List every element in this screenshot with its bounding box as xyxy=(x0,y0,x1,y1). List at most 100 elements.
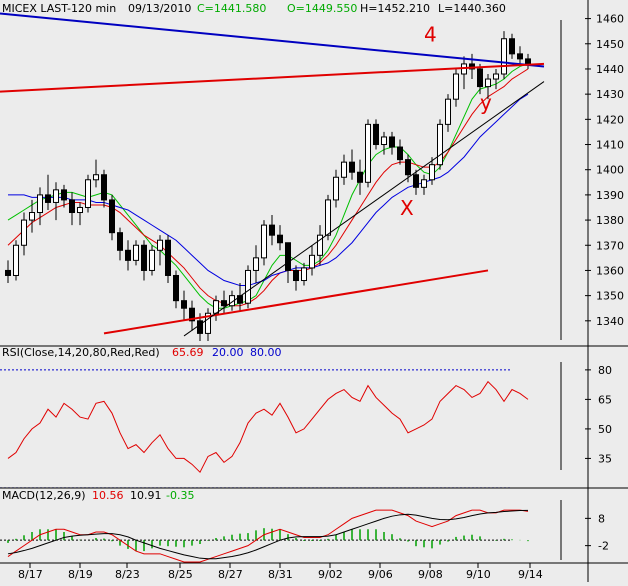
candle-body xyxy=(213,300,219,314)
x-tick-label: 9/10 xyxy=(466,568,491,581)
candle-body xyxy=(309,254,315,269)
candle-body xyxy=(445,98,451,125)
candle-body xyxy=(429,164,435,181)
candle-body xyxy=(285,242,291,271)
macd-hist: -0.35 xyxy=(166,489,194,502)
rsi-tick-label: 65 xyxy=(598,393,612,406)
candle-body xyxy=(85,179,91,208)
x-tick-label: 8/25 xyxy=(168,568,193,581)
candle-body xyxy=(45,194,51,203)
price-tick-label: 1360 xyxy=(596,264,624,277)
candle-body xyxy=(405,159,411,176)
header-high: H=1452.210 xyxy=(360,2,430,15)
candle-body xyxy=(333,176,339,201)
candle-body xyxy=(13,244,19,276)
x-tick-label: 8/23 xyxy=(115,568,140,581)
trendline-2 xyxy=(0,62,545,93)
candle-body xyxy=(5,269,11,276)
candle-body xyxy=(317,234,323,256)
x-tick-label: 8/31 xyxy=(268,568,293,581)
price-tick-label: 1350 xyxy=(596,290,624,303)
candle-body xyxy=(469,63,475,70)
candle-body xyxy=(197,320,203,334)
candle-body xyxy=(29,212,35,221)
x-tick-label: 8/19 xyxy=(68,568,93,581)
rsi-value: 65.69 xyxy=(172,346,204,359)
candle-body xyxy=(133,244,139,261)
price-tick-label: 1410 xyxy=(596,139,624,152)
price-tick-label: 1380 xyxy=(596,214,624,227)
candle-body xyxy=(253,257,259,271)
header-low: L=1440.360 xyxy=(438,2,506,15)
candle-body xyxy=(365,123,371,183)
price-tick-label: 1450 xyxy=(596,38,624,51)
candle-body xyxy=(149,249,155,271)
candle-body xyxy=(173,274,179,302)
candle-body xyxy=(437,123,443,166)
candle-body xyxy=(293,269,299,282)
price-tick-label: 1420 xyxy=(596,113,624,126)
candle-body xyxy=(525,58,531,65)
x-tick-label: 8/17 xyxy=(18,568,43,581)
annotation-label: y xyxy=(480,90,492,114)
macd-value: 10.56 xyxy=(92,489,124,502)
trendline-1 xyxy=(0,12,545,68)
x-tick-label: 9/08 xyxy=(418,568,443,581)
header-date: 09/13/2010 xyxy=(128,2,191,15)
candle-body xyxy=(61,189,67,201)
rsi-line xyxy=(7,380,529,474)
candle-body xyxy=(189,307,195,322)
moving-average-3 xyxy=(8,93,529,287)
candle-body xyxy=(53,189,59,203)
candle-body xyxy=(381,136,387,146)
candle-body xyxy=(221,300,227,307)
header-open: O=1449.550 xyxy=(287,2,357,15)
candle-body xyxy=(269,224,275,236)
trendline-4 xyxy=(183,81,545,337)
candle-body xyxy=(493,73,499,80)
x-tick-label: 9/02 xyxy=(318,568,343,581)
candle-body xyxy=(389,136,395,148)
candle-body xyxy=(261,224,267,259)
x-tick-label: 8/27 xyxy=(218,568,243,581)
trendline-3 xyxy=(103,269,489,335)
candle-body xyxy=(421,179,427,188)
candle-body xyxy=(517,53,523,60)
price-tick-label: 1390 xyxy=(596,189,624,202)
rsi-tick-label: 80 xyxy=(598,364,612,377)
x-tick-label: 9/06 xyxy=(368,568,393,581)
candle-body xyxy=(325,199,331,236)
candle-body xyxy=(501,38,507,75)
candle-body xyxy=(357,171,363,183)
candle-body xyxy=(245,269,251,304)
candle-body xyxy=(205,312,211,334)
rsi-tick-label: 35 xyxy=(598,452,612,465)
macd-title: MACD(12,26,9) xyxy=(2,489,86,502)
macd-tick-label: -2 xyxy=(598,540,609,553)
header-close: C=1441.580 xyxy=(197,2,266,15)
candle-body xyxy=(157,239,163,251)
header-symbol: MICEX LAST-120 min xyxy=(2,2,116,15)
candle-body xyxy=(69,199,75,214)
annotation-label: X xyxy=(400,196,414,220)
macd-signal: 10.91 xyxy=(130,489,162,502)
price-tick-label: 1370 xyxy=(596,239,624,252)
candle-body xyxy=(93,174,99,181)
candle-body xyxy=(453,73,459,100)
macd-line xyxy=(7,509,529,563)
rsi-tick-label: 50 xyxy=(598,423,612,436)
candle-body xyxy=(341,161,347,178)
candle-body xyxy=(181,300,187,309)
candle-body xyxy=(301,267,307,282)
macd-signal-line xyxy=(7,509,529,560)
rsi-low: 20.00 xyxy=(212,346,244,359)
price-tick-label: 1430 xyxy=(596,88,624,101)
candle-body xyxy=(37,194,43,214)
candle-body xyxy=(141,244,147,271)
price-tick-label: 1460 xyxy=(596,13,624,26)
candle-body xyxy=(485,78,491,88)
candle-body xyxy=(117,232,123,251)
price-tick-label: 1400 xyxy=(596,164,624,177)
